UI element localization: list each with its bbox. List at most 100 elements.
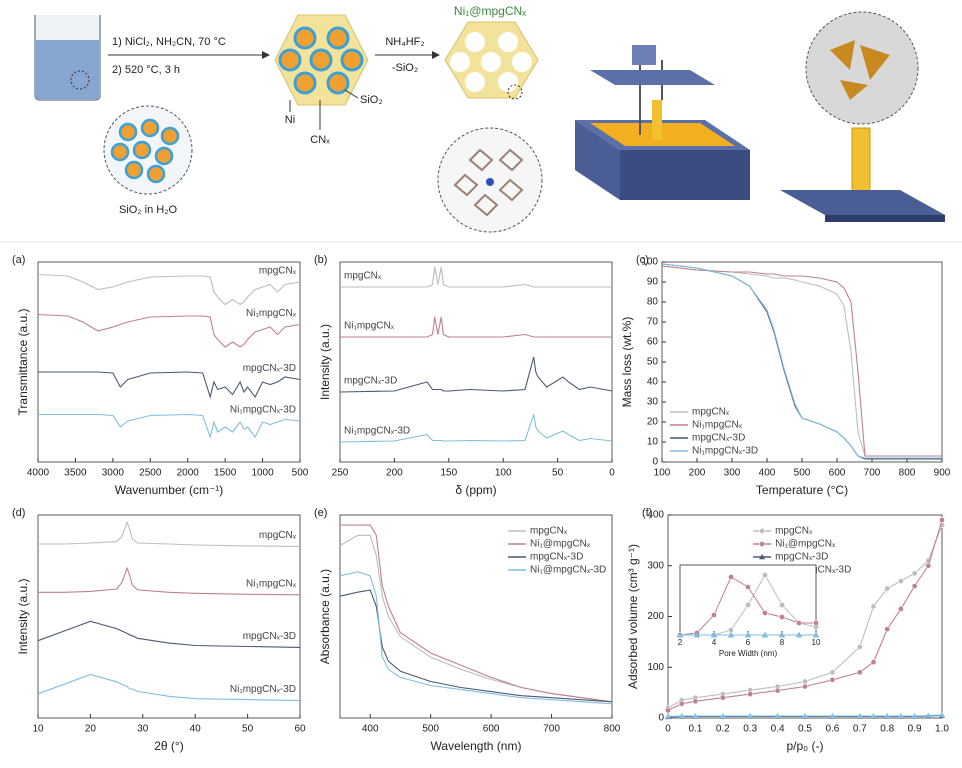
x-tick-label: 500 — [422, 724, 439, 735]
series-label: Ni₁mpgCNₓ-3D — [230, 405, 296, 416]
x-tick-label: 8 — [780, 638, 785, 647]
templated-spheres — [278, 26, 364, 95]
marker — [711, 612, 717, 618]
marker — [694, 632, 700, 638]
x-tick-label: 500 — [292, 468, 309, 479]
legend-label: Ni₁@mpgCNₓ — [530, 539, 591, 550]
y-tick-label: 80 — [647, 297, 659, 308]
x-axis-label: Pore Width (nm) — [719, 649, 778, 658]
marker — [762, 572, 768, 578]
series-line — [339, 589, 613, 703]
zoom-circle — [805, 11, 919, 125]
series-line — [38, 371, 301, 400]
marker — [802, 712, 808, 719]
y-tick-label: 60 — [647, 337, 659, 348]
x-tick-label: 1500 — [214, 468, 237, 479]
x-tick-label: 700 — [543, 724, 560, 735]
print-pillar — [652, 100, 662, 140]
y-tick-label: 30 — [647, 397, 659, 408]
y-tick-label: 200 — [647, 611, 664, 622]
x-axis-label: Wavenumber (cm⁻¹) — [115, 483, 224, 497]
marker — [745, 584, 751, 590]
x-tick-label: 400 — [759, 468, 776, 479]
marker — [925, 712, 932, 718]
arrow-head — [262, 51, 270, 59]
series-label: mpgCNₓ-3D — [243, 363, 296, 374]
series-line — [37, 673, 301, 702]
marker — [719, 712, 726, 719]
y-axis-label: Absorbance (a.u.) — [318, 569, 332, 664]
marker — [745, 602, 751, 608]
series-label: mpgCNₓ — [259, 266, 297, 277]
marker — [678, 700, 685, 707]
plot-frame — [37, 261, 301, 463]
inset: 2 4 6 8 10 Pore Width (nm) — [677, 564, 821, 658]
x-tick-label: 30 — [137, 724, 149, 735]
marker — [856, 644, 863, 650]
y-tick-label: 20 — [647, 417, 659, 428]
legend-label: Ni₁@mpgCNₓ-3D — [530, 565, 606, 576]
x-tick-label: 0.6 — [825, 724, 839, 735]
x-tick-label: 1000 — [251, 468, 274, 479]
series-line — [339, 414, 613, 443]
series-line — [340, 316, 612, 338]
series-line — [661, 265, 942, 457]
marker — [665, 713, 671, 719]
marker — [856, 712, 863, 719]
x-tick-label: 0.1 — [688, 724, 702, 735]
scheme-label: 1) NiCl₂, NH₂CN, 70 °C — [112, 36, 226, 48]
x-axis-label: p/p₀ (-) — [787, 739, 824, 753]
zoom-mark — [70, 70, 90, 90]
y-tick-label: 100 — [647, 662, 664, 673]
x-tick-label: 300 — [724, 468, 741, 479]
series-line — [339, 356, 613, 393]
scheme-label: SiO₂ in H₂O — [119, 204, 177, 216]
marker — [911, 570, 918, 577]
plate-holder — [632, 45, 656, 65]
x-tick-label: 100 — [654, 468, 671, 479]
marker — [759, 541, 765, 547]
marker — [870, 712, 877, 719]
marker — [856, 669, 863, 676]
scheme-label: Ni — [285, 114, 295, 126]
scheme-label: CNₓ — [310, 134, 330, 146]
marker — [677, 632, 683, 638]
y-axis-label: Mass loss (wt.%) — [620, 317, 634, 408]
water — [36, 40, 99, 99]
printed-pillar — [851, 127, 871, 199]
panel-label: (d) — [12, 507, 25, 519]
y-tick-label: 100 — [641, 257, 658, 268]
x-tick-label: 20 — [85, 724, 97, 735]
panel: 100 200 300 400 500 600 700 800 900 0 10 20 30 40 50 60… — [620, 254, 951, 497]
y-tick-label: 70 — [647, 317, 659, 328]
zoom-mark — [507, 84, 523, 100]
x-tick-label: 40 — [190, 724, 202, 735]
marker — [884, 626, 891, 633]
y-tick-label: 90 — [647, 277, 659, 288]
x-tick-label: 0.2 — [716, 724, 730, 735]
marker — [728, 627, 734, 633]
marker — [884, 712, 891, 719]
y-tick-label: 300 — [647, 560, 664, 571]
marker — [762, 632, 768, 638]
pores — [450, 32, 532, 92]
marker — [711, 632, 717, 638]
scheme-label: Ni₁@mpgCNₓ — [454, 4, 526, 18]
series-label: Ni₁mpgCNₓ-3D — [344, 426, 410, 437]
marker — [911, 583, 918, 589]
marker — [665, 707, 671, 714]
marker — [745, 632, 751, 638]
panel-label: (e) — [314, 507, 327, 519]
x-axis-label: 2θ (°) — [154, 739, 183, 753]
series-label: Ni₁mpgCNₓ — [246, 308, 297, 319]
series-label: Ni₁mpgCNₓ — [344, 321, 395, 332]
panel: 250 200 150 100 50 0 (b) δ (ppm) Intensity (a.u.… — [314, 254, 615, 497]
x-tick-label: 2000 — [177, 468, 200, 479]
marker — [897, 712, 904, 719]
lattice — [453, 148, 524, 217]
x-tick-label: 3500 — [64, 468, 87, 479]
marker — [813, 632, 819, 638]
x-tick-label: 700 — [864, 468, 881, 479]
x-tick-label: 10 — [32, 724, 44, 735]
